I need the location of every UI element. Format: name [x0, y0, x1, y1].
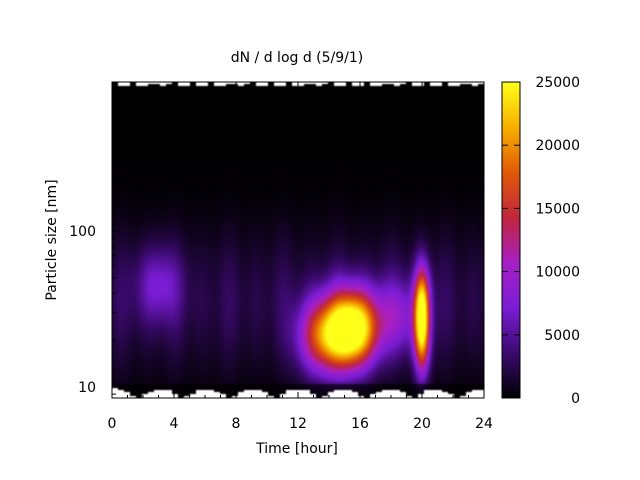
y-tick-label: 100	[69, 224, 96, 240]
heatmap-image	[112, 82, 484, 398]
colorbar-gradient	[501, 81, 521, 399]
x-tick-label: 4	[170, 416, 179, 432]
colorbar: 0 5000 10000 15000 20000 25000	[501, 75, 580, 407]
colorbar-ticks: 0 5000 10000 15000 20000 25000	[502, 75, 580, 407]
y-axis-label: Particle size [nm]	[44, 179, 60, 300]
x-tick-label: 12	[289, 416, 307, 432]
colorbar-tick-label: 10000	[535, 265, 580, 281]
x-tick-label: 0	[108, 416, 117, 432]
x-tick-label: 20	[413, 416, 431, 432]
colorbar-tick-label: 25000	[535, 75, 580, 91]
plot-area	[111, 81, 485, 399]
colorbar-tick-label: 0	[571, 391, 580, 407]
x-axis: 0 4 8 12 16 20 24	[108, 82, 493, 432]
chart-title: dN / d log d (5/9/1)	[231, 50, 364, 66]
x-tick-label: 24	[475, 416, 493, 432]
x-tick-label: 16	[351, 416, 369, 432]
colorbar-tick-label: 15000	[535, 201, 580, 217]
x-axis-label: Time [hour]	[255, 441, 338, 457]
colorbar-tick-label: 20000	[535, 138, 580, 154]
y-axis: 10 100	[69, 89, 484, 396]
x-tick-label: 8	[232, 416, 241, 432]
y-tick-label: 10	[78, 380, 96, 396]
colorbar-tick-label: 5000	[544, 328, 580, 344]
